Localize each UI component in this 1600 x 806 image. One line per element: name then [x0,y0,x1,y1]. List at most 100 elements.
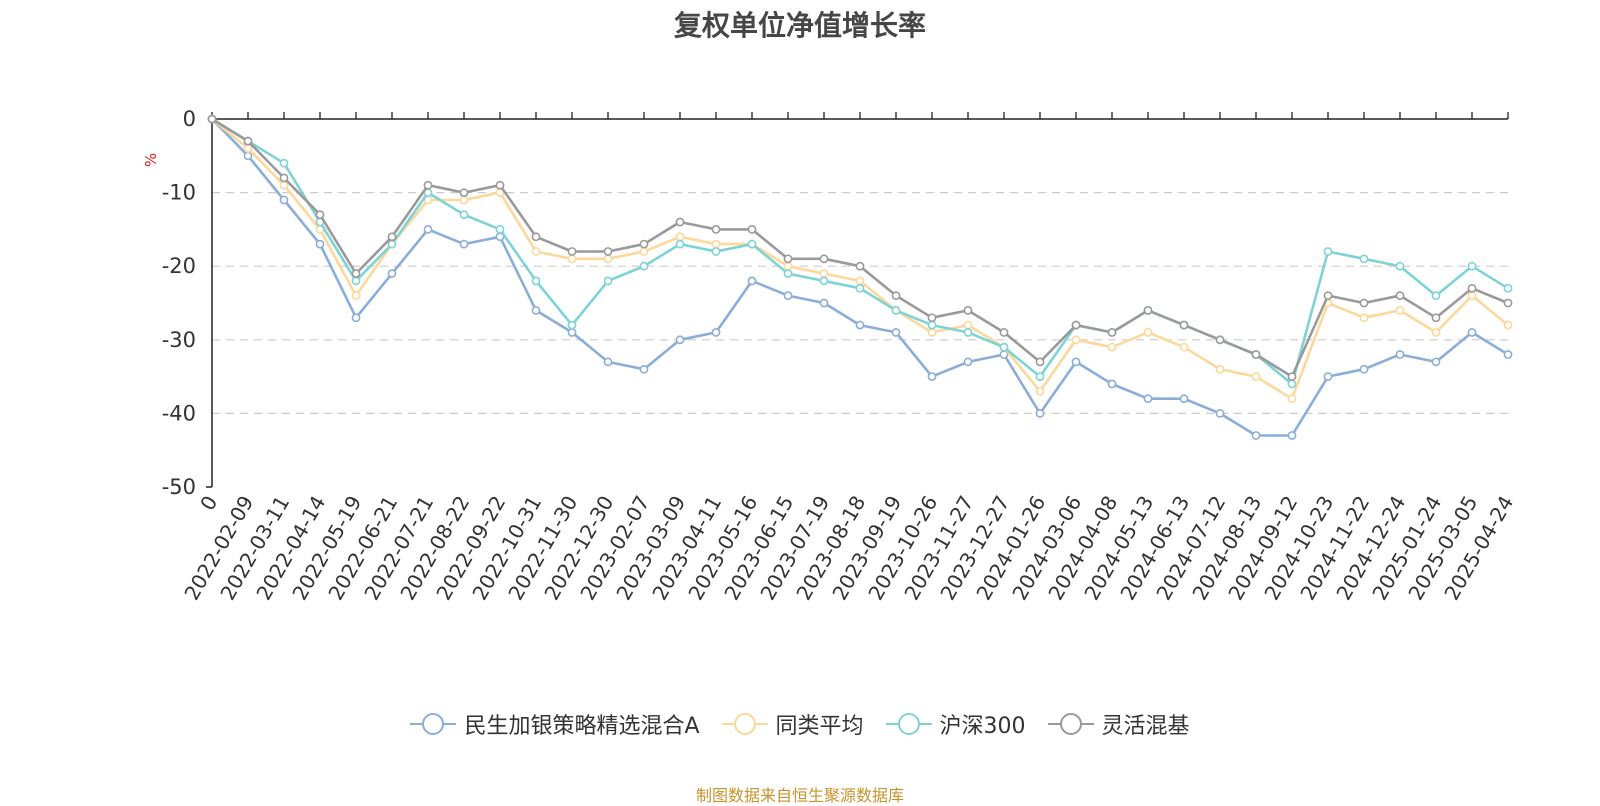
legend-label-1: 同类平均 [775,714,864,739]
series-3-point-30 [1287,372,1297,381]
series-2-point-15 [747,239,757,249]
legend-swatch-3 [1047,713,1094,735]
series-1-point-30 [1287,394,1297,404]
series-3-point-24 [1071,320,1081,330]
series-2-point-36 [1503,283,1513,293]
series-0-point-10 [567,328,577,337]
series-3-point-22 [999,328,1009,337]
series-0-point-14 [711,328,721,337]
series-2-point-22 [999,342,1009,352]
series-2-point-23 [1035,372,1045,381]
series-1-point-2 [279,180,289,190]
series-3-point-23 [1035,357,1045,367]
series-1-point-20 [927,328,937,337]
series-3-point-25 [1107,328,1117,337]
source-note: 制图数据来自恒生聚源数据库 [695,786,904,805]
chart-title: 复权单位净值增长率 [673,9,926,42]
series-2-point-8 [495,224,505,234]
series-3-point-36 [1503,298,1513,308]
legend-swatch-marker-1 [733,713,756,735]
legend-label-2: 沪深300 [939,714,1026,739]
series-0-point-12 [639,364,649,374]
series-0-point-2 [279,195,289,205]
legend-item-1[interactable]: 同类平均 [721,708,864,740]
series-1-point-24 [1071,335,1081,345]
series-3-point-5 [387,232,397,242]
series-3-point-6 [423,180,433,190]
series-1-point-27 [1179,342,1189,352]
series-0-point-19 [891,328,901,337]
series-0-point-24 [1071,357,1081,367]
series-2-point-14 [711,247,721,256]
series-0-point-11 [603,357,613,367]
series-2-point-34 [1431,291,1441,301]
series-0-point-26 [1143,394,1153,404]
legend: 民生加银策略精选混合A 同类平均 沪深300 灵活混基 [0,708,1600,740]
series-3-point-21 [963,305,973,315]
series-1-point-23 [1035,386,1045,396]
series-0-point-33 [1395,350,1405,359]
series-1-point-33 [1395,305,1405,315]
series-3-point-32 [1359,298,1369,308]
series-2-point-35 [1467,261,1477,271]
series-1-point-10 [567,254,577,264]
legend-item-2[interactable]: 沪深300 [885,708,1026,740]
series-2-point-7 [459,210,469,220]
series-0-point-36 [1503,350,1513,359]
series-2-point-9 [531,276,541,286]
series-3-point-11 [603,247,613,256]
series-0-point-13 [675,335,685,345]
series-0-point-32 [1359,364,1369,374]
series-1-point-29 [1251,372,1261,381]
y-tick-label-5: -50 [162,475,196,499]
legend-item-3[interactable]: 灵活混基 [1047,708,1190,740]
series-3-point-19 [891,291,901,301]
series-1-point-34 [1431,328,1441,337]
series-0-point-4 [351,313,361,323]
series-1-point-13 [675,232,685,242]
series-1-point-17 [819,269,829,278]
series-2-point-4 [351,276,361,286]
series-2-point-16 [783,269,793,278]
series-2-point-30 [1287,379,1297,389]
series-3-point-12 [639,239,649,249]
series-2-point-20 [927,320,937,330]
series-2-point-17 [819,276,829,286]
series-0-point-18 [855,320,865,330]
series-3-point-7 [459,188,469,197]
series-1-point-35 [1467,291,1477,301]
series-1-point-18 [855,276,865,286]
series-0-point-30 [1287,431,1297,440]
series-3-point-18 [855,261,865,271]
series-1-point-32 [1359,313,1369,323]
series-3-point-1 [243,136,253,146]
series-3-point-20 [927,313,937,323]
y-axis-label: % [142,153,160,167]
series-3-point-33 [1395,291,1405,301]
series-0-point-6 [423,224,433,234]
series-lines [207,114,1513,440]
series-3-point-15 [747,224,757,234]
series-1-point-11 [603,254,613,264]
series-2-point-19 [891,305,901,315]
series-3-point-16 [783,254,793,264]
series-2-point-31 [1323,247,1333,256]
series-0-point-23 [1035,408,1045,418]
series-3-point-4 [351,269,361,278]
axes [206,112,1509,488]
series-1-point-14 [711,239,721,249]
series-0-point-31 [1323,372,1333,381]
y-tick-label-2: -20 [162,254,196,278]
legend-swatch-marker-2 [897,713,920,735]
series-3-point-31 [1323,291,1333,301]
legend-item-0[interactable]: 民生加银策略精选混合A [410,708,700,740]
series-2-point-12 [639,261,649,271]
series-0-point-21 [963,357,973,367]
legend-swatch-marker-0 [422,713,445,735]
series-0-point-29 [1251,431,1261,440]
series-2-point-5 [387,239,397,249]
series-3-point-8 [495,180,505,190]
series-1-point-12 [639,247,649,256]
series-2-point-32 [1359,254,1369,264]
series-3-point-35 [1467,283,1477,293]
